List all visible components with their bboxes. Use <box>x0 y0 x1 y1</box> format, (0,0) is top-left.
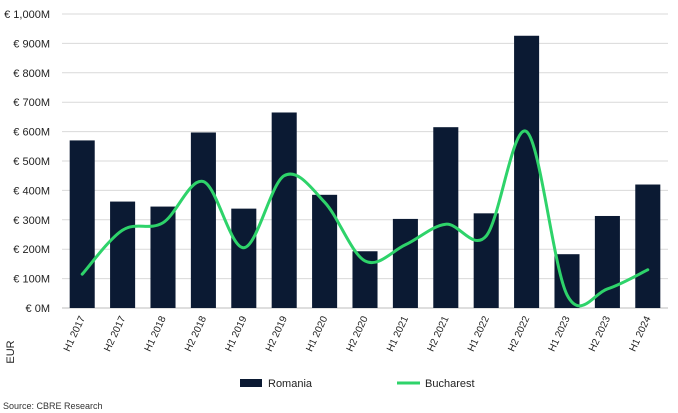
x-tick-label: H1 2019 <box>224 314 250 353</box>
bar-romania <box>69 140 95 308</box>
y-tick-label: € 300M <box>13 215 50 227</box>
line-bucharest <box>80 129 650 308</box>
legend-swatch-romania <box>240 379 262 387</box>
y-tick-label: € 900M <box>13 38 50 50</box>
x-tick-label: H1 2022 <box>466 314 492 353</box>
legend-label-bucharest: Bucharest <box>425 378 475 390</box>
x-tick-label: H1 2023 <box>547 314 573 353</box>
bar-romania <box>271 112 297 309</box>
bar-romania <box>231 208 257 308</box>
bar-romania <box>433 127 459 308</box>
x-tick-label: H2 2017 <box>102 314 128 353</box>
bars-romania <box>69 35 661 309</box>
bar-romania <box>190 132 216 308</box>
y-tick-label: € 800M <box>13 68 50 80</box>
x-tick-label: H2 2020 <box>345 314 371 353</box>
x-tick-label: H1 2021 <box>385 314 411 353</box>
legend: Romania Bucharest <box>240 378 475 390</box>
y-tick-label: € 1,000M <box>4 9 50 21</box>
legend-label-romania: Romania <box>268 378 313 390</box>
y-tick-label: € 0M <box>26 303 50 315</box>
y-tick-label: € 600M <box>13 127 50 139</box>
x-tick-label: H2 2021 <box>426 314 452 353</box>
x-tick-label: H2 2018 <box>183 314 209 353</box>
x-tick-label: H1 2020 <box>304 314 330 353</box>
x-tick-label: H1 2018 <box>143 314 169 353</box>
source-note: Source: CBRE Research <box>3 401 103 411</box>
bar-romania <box>392 218 418 308</box>
x-tick-label: H1 2017 <box>62 314 88 353</box>
bar-romania <box>473 213 499 308</box>
x-tick-label: H1 2024 <box>628 314 654 353</box>
bar-romania <box>514 35 540 308</box>
y-tick-label: € 500M <box>13 156 50 168</box>
x-tick-label: H2 2022 <box>506 314 532 353</box>
x-tick-label: H2 2019 <box>264 314 290 353</box>
y-tick-label: € 200M <box>13 244 50 256</box>
y-axis-label: EUR <box>5 340 17 363</box>
x-tick-label: H2 2023 <box>587 314 613 353</box>
bar-romania <box>110 201 136 308</box>
y-tick-label: € 400M <box>13 185 50 197</box>
y-tick-label: € 700M <box>13 97 50 109</box>
x-axis-ticks: H1 2017 H2 2017 H1 2018 H2 2018 H1 2019 H2 20… <box>62 314 654 353</box>
bar-romania <box>635 184 661 308</box>
y-tick-label: € 100M <box>13 274 50 286</box>
y-axis-ticks: € 0M € 100M € 200M € 300M € 400M € 500M € 600M… <box>4 9 50 315</box>
series-line-bucharest <box>80 129 650 308</box>
